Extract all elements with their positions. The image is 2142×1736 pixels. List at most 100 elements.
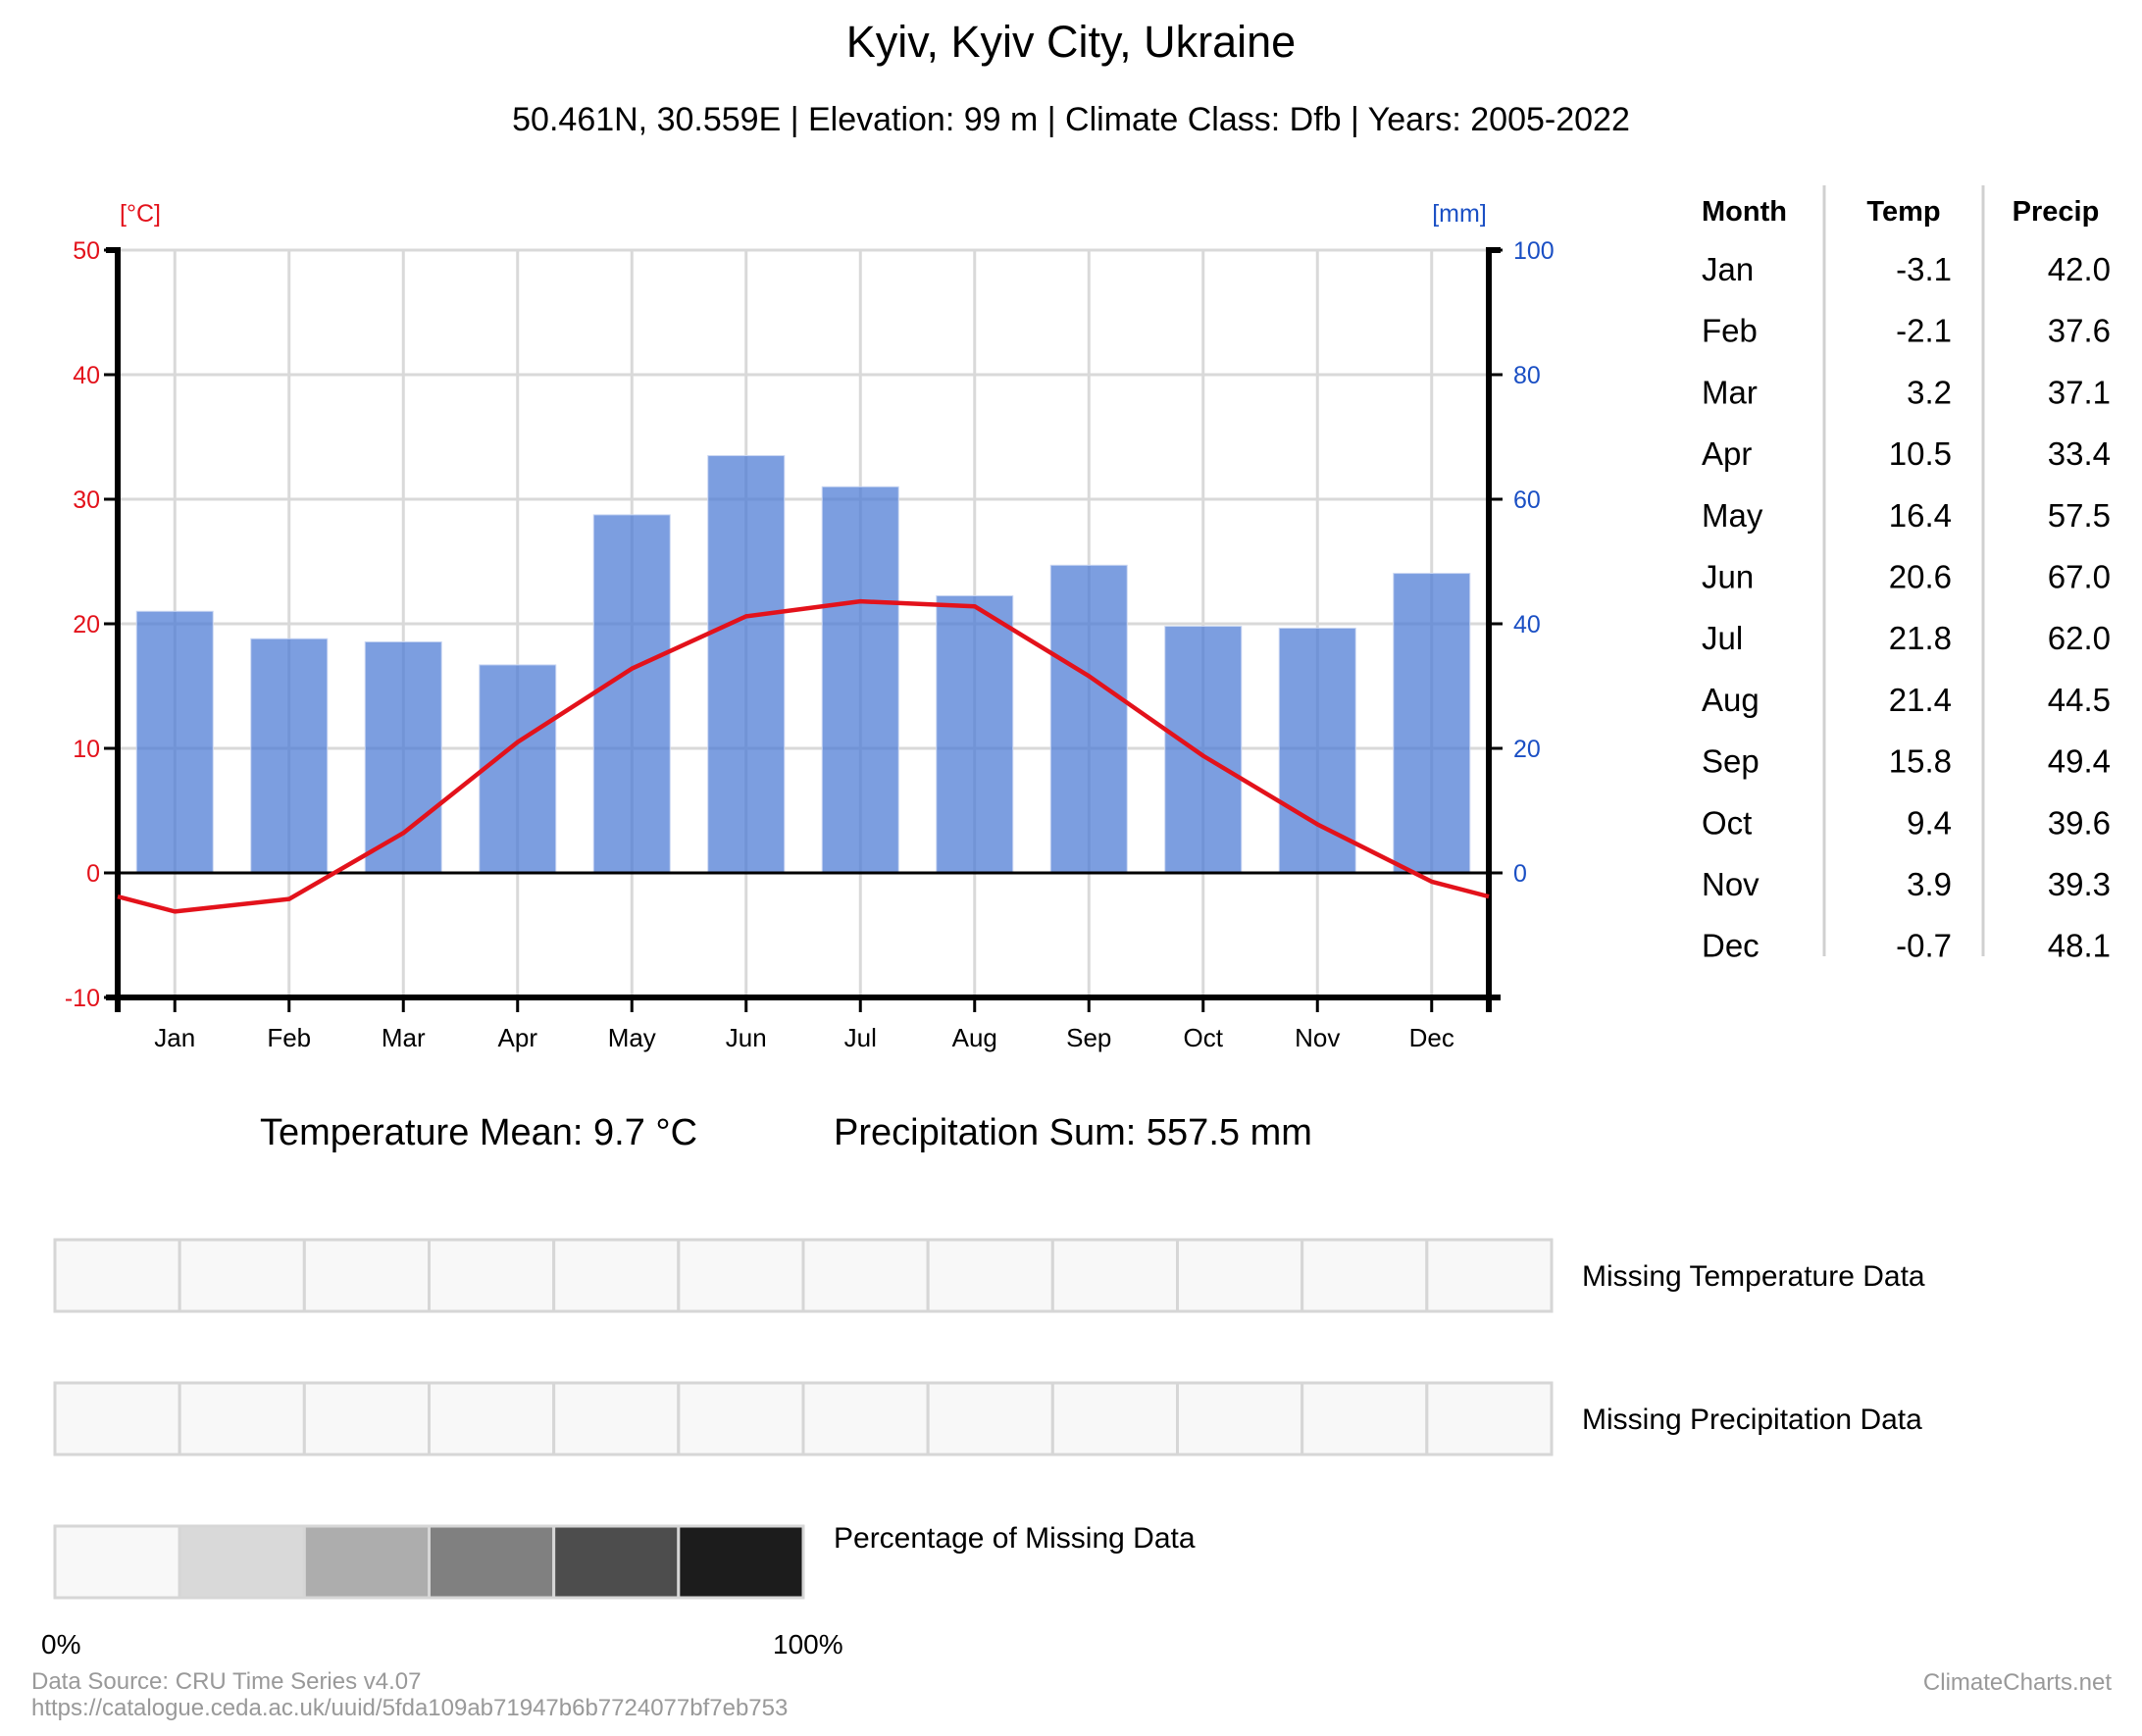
table-cell-month: Apr <box>1702 435 1752 472</box>
missing-cell <box>1176 1381 1304 1456</box>
table-cell-temp: 20.6 <box>1889 559 1952 595</box>
table-cell-month: Jun <box>1702 559 1754 595</box>
table-cell-month: Nov <box>1702 866 1760 902</box>
temperature-point <box>1087 674 1092 679</box>
table-row: Aug 21.4 44.5 <box>1702 682 2111 718</box>
precip-bar <box>936 594 1014 874</box>
precip-bar <box>592 514 671 874</box>
missing-cell <box>926 1381 1054 1456</box>
month-label: May <box>608 1023 656 1052</box>
precip-bar <box>821 485 899 874</box>
missing-cell <box>801 1238 930 1313</box>
missing-cell <box>53 1381 181 1456</box>
precip-bar <box>1278 627 1356 874</box>
scale-swatch <box>428 1524 556 1600</box>
precip-bar <box>364 640 442 874</box>
precip-bar <box>1049 564 1128 874</box>
right-tick-label: 0 <box>1513 860 1527 888</box>
right-tick-label: 100 <box>1513 237 1555 265</box>
brand-link[interactable]: ClimateCharts.net <box>1922 1669 2112 1696</box>
table-cell-temp: 3.2 <box>1907 374 1952 410</box>
temperature-point <box>630 666 635 671</box>
missing-cell <box>801 1381 930 1456</box>
precipitation-sum: Precipitation Sum: 557.5 mm <box>834 1112 1312 1153</box>
scale-max-label: 100% <box>773 1629 843 1659</box>
table-cell-precip: 62.0 <box>2048 620 2111 656</box>
table-row: Mar 3.2 37.1 <box>1702 374 2111 410</box>
missing-precipitation-row <box>53 1381 1554 1456</box>
table-cell-precip: 49.4 <box>2048 743 2111 780</box>
missing-cell <box>428 1238 556 1313</box>
temperature-point <box>743 614 748 619</box>
temperature-point <box>1429 879 1434 884</box>
month-label: Feb <box>267 1023 311 1052</box>
table-cell-precip: 33.4 <box>2048 435 2111 472</box>
scale-swatch <box>178 1524 306 1600</box>
table-cell-month: Aug <box>1702 682 1760 718</box>
table-row: Dec -0.7 48.1 <box>1702 928 2111 964</box>
table-row: Jul 21.8 62.0 <box>1702 620 2111 656</box>
table-cell-precip: 37.1 <box>2048 374 2111 410</box>
scale-swatch <box>53 1524 181 1600</box>
missing-cell <box>1176 1238 1304 1313</box>
month-label: Jun <box>726 1023 767 1052</box>
month-label: Aug <box>952 1023 997 1052</box>
missing-cell <box>1050 1381 1180 1456</box>
missing-data-section: Missing Temperature Data Missing Precipit… <box>41 1238 1925 1659</box>
table-row: Feb -2.1 37.6 <box>1702 313 2111 349</box>
right-tick-label: 20 <box>1513 736 1541 763</box>
temperature-point <box>1200 753 1205 758</box>
data-source-url[interactable]: https://catalogue.ceda.ac.uk/uuid/5fda10… <box>31 1695 789 1721</box>
axes <box>104 247 1503 1012</box>
missing-cell <box>302 1238 432 1313</box>
missing-cell <box>178 1381 306 1456</box>
climate-table: Month Temp Precip Jan -3.1 42.0 Feb -2.1 37.6 Mar… <box>1702 185 2111 964</box>
table-row: May 16.4 57.5 <box>1702 497 2111 534</box>
missing-temperature-row <box>53 1238 1554 1313</box>
missing-cell <box>1300 1381 1429 1456</box>
month-label: Dec <box>1409 1023 1454 1052</box>
left-tick-label: 40 <box>73 362 100 389</box>
table-cell-temp: -0.7 <box>1896 928 1952 964</box>
precipitation-bars <box>135 455 1471 874</box>
right-tick-label: 40 <box>1513 611 1541 638</box>
missing-cell <box>552 1238 681 1313</box>
missing-cell <box>677 1238 805 1313</box>
missing-cell <box>302 1381 432 1456</box>
month-label: Jul <box>844 1023 877 1052</box>
precip-bar <box>135 610 214 874</box>
table-cell-precip: 44.5 <box>2048 682 2111 718</box>
missing-cell <box>1300 1238 1429 1313</box>
left-tick-label: 50 <box>73 237 100 265</box>
table-row: Apr 10.5 33.4 <box>1702 435 2111 472</box>
temperature-line <box>117 598 1490 914</box>
temperature-mean: Temperature Mean: 9.7 °C <box>260 1112 698 1153</box>
table-cell-precip: 48.1 <box>2048 928 2111 964</box>
scale-swatch <box>677 1524 805 1600</box>
table-cell-temp: 15.8 <box>1889 743 1952 780</box>
table-cell-month: Sep <box>1702 743 1760 780</box>
table-cell-precip: 37.6 <box>2048 313 2111 349</box>
right-tick-label: 80 <box>1513 362 1541 389</box>
table-row: Oct 9.4 39.6 <box>1702 804 2111 841</box>
table-cell-temp: 9.4 <box>1907 804 1952 841</box>
precip-bar <box>1164 626 1243 874</box>
month-label: Sep <box>1066 1023 1111 1052</box>
right-axis-label: [mm] <box>1432 200 1487 228</box>
table-row: Nov 3.9 39.3 <box>1702 866 2111 902</box>
temperature-point <box>515 740 520 744</box>
missing-cell <box>1425 1238 1554 1313</box>
table-row: Jun 20.6 67.0 <box>1702 559 2111 595</box>
table-cell-month: Jul <box>1702 620 1743 656</box>
missing-temperature-label: Missing Temperature Data <box>1582 1260 1925 1293</box>
left-tick-label: -10 <box>65 985 100 1012</box>
missing-cell <box>53 1238 181 1313</box>
table-cell-temp: 3.9 <box>1907 866 1952 902</box>
missing-precipitation-label: Missing Precipitation Data <box>1582 1404 1922 1436</box>
table-cell-month: Jan <box>1702 251 1754 287</box>
table-cell-precip: 42.0 <box>2048 251 2111 287</box>
scale-swatch <box>552 1524 681 1600</box>
table-cell-month: Mar <box>1702 374 1758 410</box>
